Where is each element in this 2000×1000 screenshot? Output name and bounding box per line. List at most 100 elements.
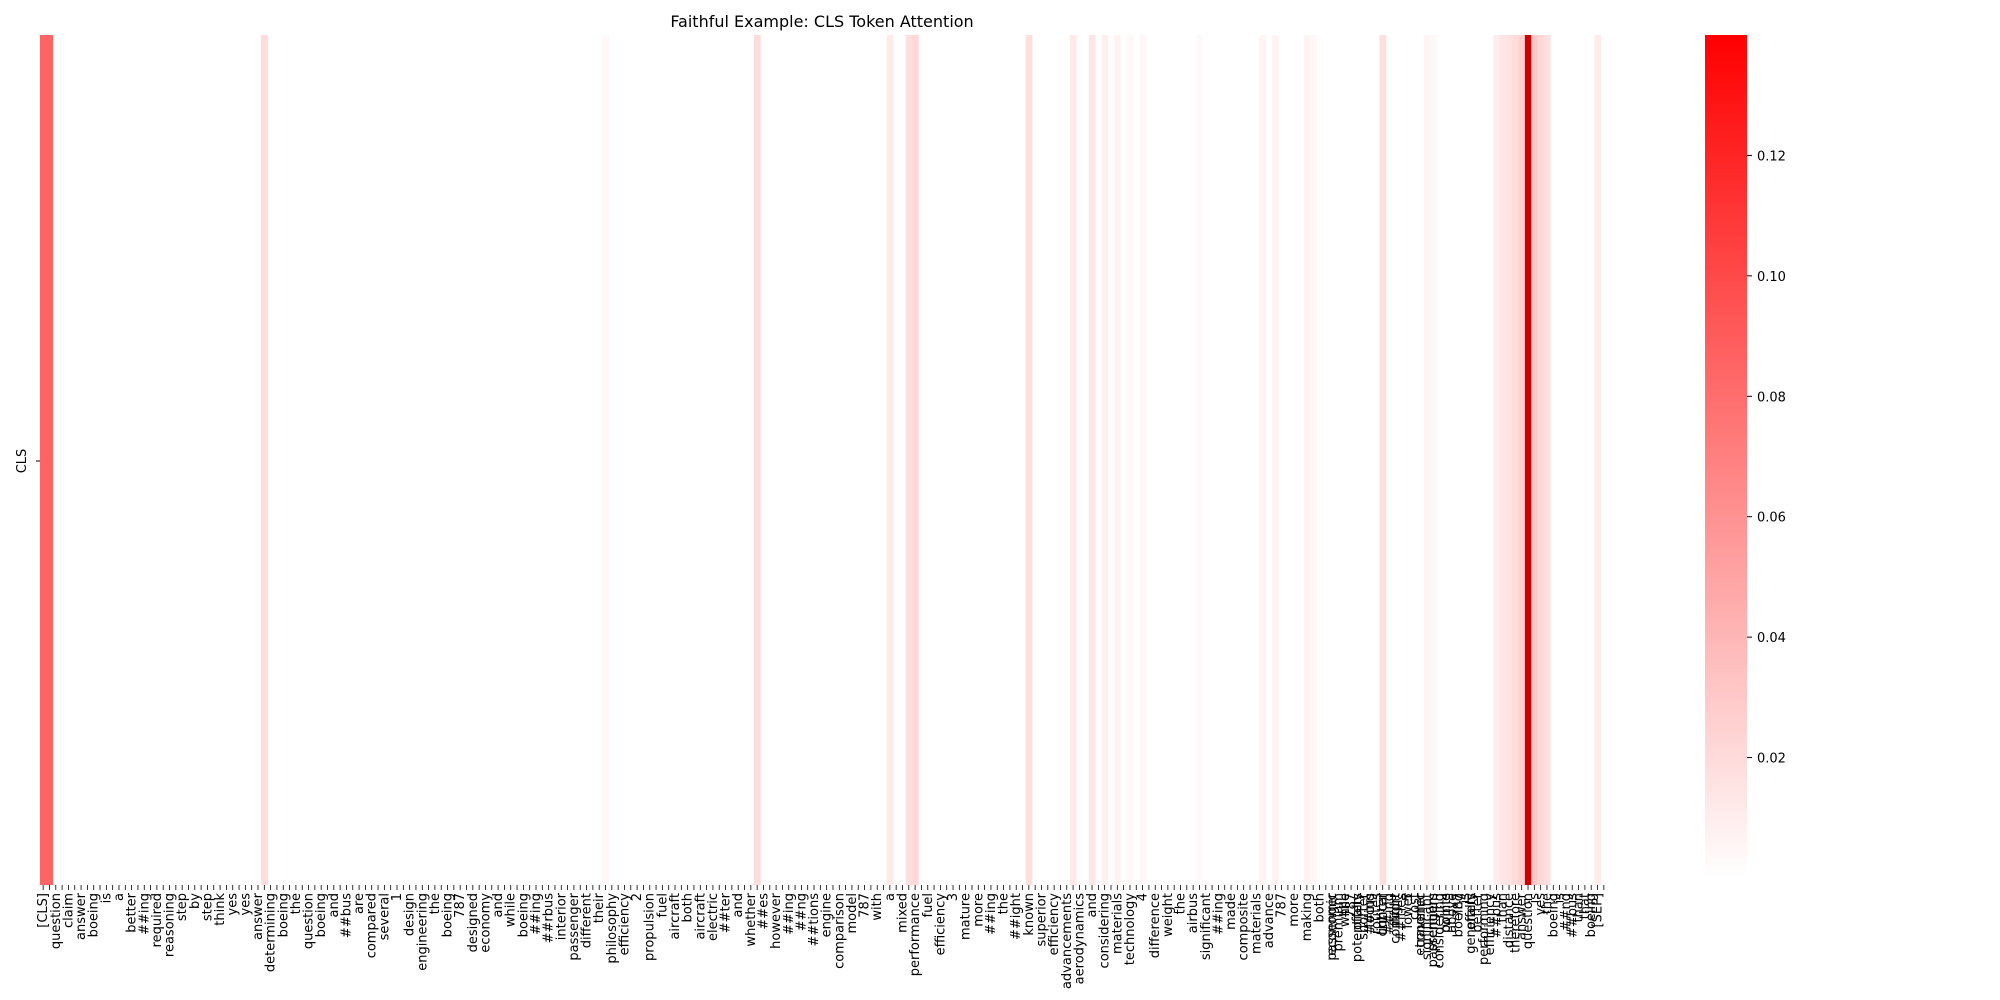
heatmap-cell [1310,35,1317,885]
x-tick-label: passenger [1325,892,1340,960]
x-tick-label: weight [1161,893,1176,937]
x-tick-label: boeing [276,893,291,937]
x-tick-labels: [CLS]questionclaimanswerboeingisabetter#… [36,892,1605,989]
x-tick-label: offers [1464,893,1479,930]
x-tick-label: than [1572,893,1587,923]
x-tick-label: materials [1249,893,1264,954]
x-tick-label: their [592,892,607,923]
x-tick-label: the [1174,893,1189,914]
x-tick-label: ##ities [1395,893,1410,942]
heatmap-cell [886,35,894,885]
x-tick-label: efficiency [1483,893,1498,956]
x-tick-label: fuel [921,893,936,917]
heatmap-cell [1499,35,1507,885]
x-tick-label: ##ing [1382,893,1397,935]
x-tick-label: yes [1534,893,1549,916]
x-tick-label: making [1300,893,1315,941]
x-tick-label: reasoning [163,893,178,957]
x-tick-label: think [213,893,228,926]
heatmap-cell [1069,35,1077,885]
x-tick-label: that [1578,893,1593,919]
x-tick-label: 787 [1344,893,1359,918]
x-tick-label: electric [706,893,721,941]
heatmap-cell [1303,35,1311,885]
x-tick-label: premium [1426,893,1441,952]
x-tick-label: economic [1414,893,1429,956]
x-tick-label: step [200,893,215,921]
x-tick-label: points [1439,893,1454,933]
x-tick-label: composite [1237,893,1252,960]
heatmap-cell [754,35,761,885]
x-tick-label: 787 [1275,893,1290,918]
x-tick-label: comfort [1388,893,1403,944]
x-tick-label: ##ing [137,893,152,935]
x-tick-label: than [1496,893,1511,923]
x-tick-label: and [327,893,342,917]
x-tick-label: boeing [1452,893,1467,937]
x-tick-label: premium [1331,893,1346,952]
x-tick-label: 4 [1136,893,1151,901]
x-tick-label: advance [1262,893,1277,948]
x-tick-label: more [1287,893,1302,927]
x-tick-label: ##ight [1009,893,1024,940]
x-tick-label: above [1445,893,1460,933]
x-tick-label: propulsion [643,893,658,961]
x-tick-label: airbus [1186,893,1201,933]
heatmap-cell [1493,35,1500,885]
x-tick-label: however [769,892,784,949]
x-tick-label: ##ng [1559,893,1574,931]
x-tick-label: better [1470,892,1485,932]
x-tick-label: comparison [832,893,847,969]
x-tick-label: the [1540,893,1555,914]
x-tick-label: is [1527,893,1542,904]
x-tick-label: designed [466,893,481,952]
x-tick-label: traveller [1414,892,1429,947]
x-tick-label: boeing [441,893,456,937]
x-tick-label: is [99,893,114,904]
heatmap-cell [1531,35,1538,885]
heatmap-cell [1259,35,1267,885]
x-tick-label: is [1553,893,1568,904]
x-tick-label: answer [251,892,266,940]
x-tick-label: yes [238,893,253,916]
heatmap-cell [1114,35,1121,885]
x-tick-label: while [1338,893,1353,927]
x-tick-label: 5 [1401,893,1416,901]
x-tick-label: performance [908,893,923,976]
chart-title: Faithful Example: CLS Token Attention [670,12,973,31]
x-tick-label: superior [1034,892,1049,946]
heatmap-cell [911,35,919,885]
x-tick-label: required [150,893,165,947]
heatmap-cell [1430,35,1437,885]
x-tick-label: the [428,893,443,914]
x-tick-label: better [125,892,140,932]
x-ticks [42,885,1605,890]
x-tick-label: while [1439,893,1454,927]
x-tick-label: efficiency [933,893,948,956]
x-tick-label: determining [264,893,279,972]
x-tick-label: both [1313,893,1328,923]
x-tick-label: philosophy [605,893,620,964]
heatmap-cell [40,35,47,885]
x-tick-label: engineering [415,893,430,971]
x-tick-label: different [580,893,595,948]
x-tick-label: question [302,893,317,949]
x-tick-label: routes [1369,893,1384,934]
x-tick-label: design [403,893,418,936]
x-tick-label: 787 [453,893,468,918]
x-tick-label: significant [1199,893,1214,960]
x-tick-label: boeing [1584,893,1599,937]
x-tick-label: shorter [1357,892,1372,939]
x-tick-label: ##tions [807,893,822,947]
x-tick-label: ##es [756,893,771,930]
x-tick-label: the [289,893,304,914]
x-tick-label: ##ing [1211,893,1226,935]
heatmap-cell [261,35,268,885]
x-tick-label: difference [1148,893,1163,958]
x-tick-label: more [971,893,986,927]
heatmap-cell [1272,35,1279,885]
x-tick-label: advancements [1060,893,1075,989]
heatmap-cell [1196,35,1204,885]
x-tick-label: whether [744,892,759,946]
x-tick-label: 3 [946,893,961,901]
